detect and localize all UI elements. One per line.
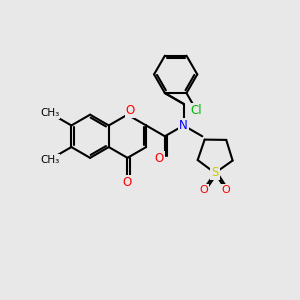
Text: S: S [211,167,219,179]
Text: Cl: Cl [190,104,202,117]
Text: O: O [126,104,135,117]
Text: O: O [199,185,208,195]
Text: O: O [154,152,164,165]
Text: N: N [179,119,188,132]
Text: CH₃: CH₃ [40,108,59,118]
Text: CH₃: CH₃ [40,155,59,165]
Text: O: O [123,176,132,189]
Text: O: O [222,185,230,195]
